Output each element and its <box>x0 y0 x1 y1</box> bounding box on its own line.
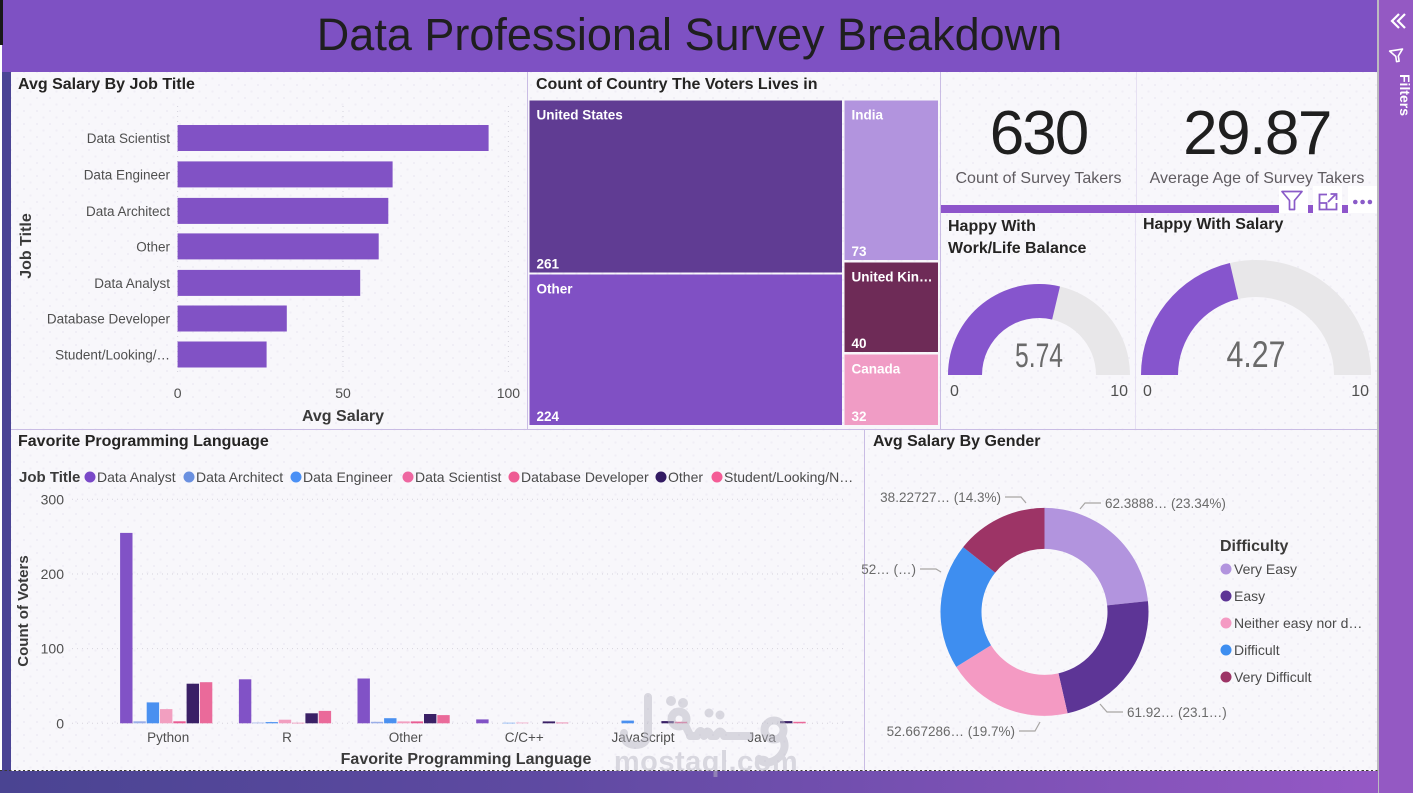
svg-text:73: 73 <box>852 244 868 259</box>
svg-text:0: 0 <box>950 383 959 400</box>
svg-text:Database Developer: Database Developer <box>47 312 171 327</box>
svg-text:Student/Looking/…: Student/Looking/… <box>55 348 170 363</box>
svg-text:Python: Python <box>147 730 189 745</box>
svg-text:10: 10 <box>1110 383 1128 400</box>
svg-text:Data Scientist: Data Scientist <box>87 131 171 146</box>
svg-text:Canada: Canada <box>852 362 901 377</box>
svg-text:Favorite Programming Language: Favorite Programming Language <box>341 751 592 768</box>
svg-text:100: 100 <box>41 641 65 657</box>
svg-text:50: 50 <box>335 385 351 401</box>
svg-text:Data Engineer: Data Engineer <box>303 469 393 485</box>
svg-text:62.3888… (23.34%): 62.3888… (23.34%) <box>1105 496 1226 511</box>
svg-text:0: 0 <box>56 715 64 731</box>
svg-text:India: India <box>852 108 884 123</box>
svg-text:R: R <box>282 730 292 745</box>
svg-text:Other: Other <box>136 239 170 254</box>
svg-text:261: 261 <box>537 257 560 272</box>
svg-text:Data Analyst: Data Analyst <box>97 469 176 485</box>
svg-text:38.22727… (14.3%): 38.22727… (14.3%) <box>880 490 1001 505</box>
svg-text:Data Engineer: Data Engineer <box>84 167 171 182</box>
svg-text:Very Easy: Very Easy <box>1234 561 1297 577</box>
svg-text:mostaql.com: mostaql.com <box>614 746 798 778</box>
svg-text:100: 100 <box>497 385 521 401</box>
svg-text:Data Analyst: Data Analyst <box>94 276 170 291</box>
svg-text:Data Scientist: Data Scientist <box>415 469 501 485</box>
svg-text:200: 200 <box>41 566 65 582</box>
svg-text:10: 10 <box>1351 383 1369 400</box>
svg-text:Job Title: Job Title <box>18 213 35 279</box>
svg-text:Data Architect: Data Architect <box>86 204 170 219</box>
svg-text:Easy: Easy <box>1234 588 1265 604</box>
svg-text:Very Difficult: Very Difficult <box>1234 669 1312 685</box>
svg-text:4.27: 4.27 <box>1227 334 1286 375</box>
svg-text:Count of Voters: Count of Voters <box>15 555 32 666</box>
svg-text:Avg Salary: Avg Salary <box>302 408 384 425</box>
svg-text:52… (…): 52… (…) <box>861 562 916 577</box>
svg-text:52.667286… (19.7%): 52.667286… (19.7%) <box>887 724 1015 739</box>
svg-text:40: 40 <box>852 336 867 351</box>
svg-text:Difficulty: Difficulty <box>1220 538 1289 555</box>
svg-text:32: 32 <box>852 409 867 424</box>
svg-text:Database Developer: Database Developer <box>521 469 649 485</box>
svg-text:C/C++: C/C++ <box>505 730 544 745</box>
svg-text:0: 0 <box>174 385 182 401</box>
svg-text:Job Title: Job Title <box>19 469 80 486</box>
svg-text:Other: Other <box>668 469 703 485</box>
svg-text:300: 300 <box>41 491 65 507</box>
svg-text:Student/Looking/N…: Student/Looking/N… <box>724 469 853 485</box>
svg-text:Other: Other <box>389 730 423 745</box>
svg-text:61.92… (23.1…): 61.92… (23.1…) <box>1127 705 1227 720</box>
svg-text:Difficult: Difficult <box>1234 642 1280 658</box>
svg-text:United States: United States <box>537 108 623 123</box>
svg-text:224: 224 <box>537 409 560 424</box>
svg-text:Neither easy nor d…: Neither easy nor d… <box>1234 615 1362 631</box>
svg-text:5.74: 5.74 <box>1015 337 1063 375</box>
svg-text:Data Architect: Data Architect <box>196 469 283 485</box>
svg-text:United Kin…: United Kin… <box>852 270 933 285</box>
svg-text:0: 0 <box>1143 383 1152 400</box>
svg-text:Other: Other <box>537 282 574 297</box>
